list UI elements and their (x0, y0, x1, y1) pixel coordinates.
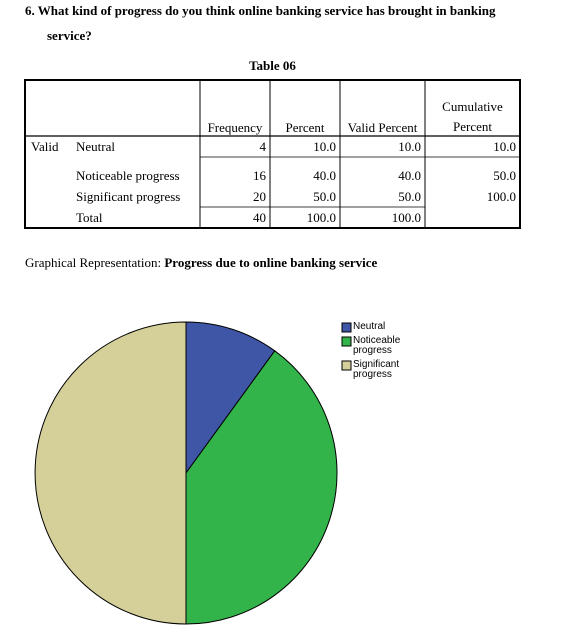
cell: 40.0 (398, 168, 421, 183)
caption-bold: Progress due to online banking service (164, 255, 378, 270)
question-line: service? (47, 28, 92, 43)
cell: 10.0 (398, 139, 421, 154)
legend-label: Significant progress (353, 359, 400, 380)
row-label: Noticeable progress (76, 168, 180, 183)
column-header: Cumulative Percent (442, 99, 503, 134)
cell: 10.0 (493, 139, 516, 154)
cell: 20 (253, 189, 266, 204)
legend-swatch (341, 322, 352, 333)
row-label: Total (76, 210, 103, 225)
cell: 100.0 (486, 189, 516, 204)
question-line: 6. What kind of progress do you think on… (25, 3, 496, 18)
cell: 100.0 (306, 210, 336, 225)
cell: 40.0 (313, 168, 336, 183)
pie-slice (34, 321, 187, 625)
column-header: Frequency (207, 120, 263, 135)
legend-label: Noticeable progress (353, 335, 401, 356)
cell: 50.0 (398, 189, 421, 204)
pie-slice (185, 350, 338, 625)
caption-prefix: Graphical Representation: (25, 255, 162, 270)
cell: 100.0 (391, 210, 421, 225)
row-label: Neutral (76, 139, 115, 154)
cell: 4 (259, 139, 267, 154)
column-header: Valid Percent (347, 120, 418, 135)
cell: 16 (253, 168, 266, 183)
legend-swatch (341, 336, 352, 347)
cell: 10.0 (313, 139, 336, 154)
table-border (24, 79, 521, 229)
column-header: Percent (285, 120, 325, 135)
cell: 50.0 (493, 168, 516, 183)
row-group: Valid (31, 139, 59, 154)
table-title: Table 06 (249, 58, 296, 73)
cell: 40 (253, 210, 266, 225)
legend-label: Neutral (353, 321, 386, 332)
pie-slice (185, 321, 276, 475)
row-label: Significant progress (76, 189, 181, 204)
caption: Graphical Representation: Progress due t… (25, 255, 377, 270)
cell: 50.0 (313, 189, 336, 204)
legend-swatch (341, 360, 352, 371)
